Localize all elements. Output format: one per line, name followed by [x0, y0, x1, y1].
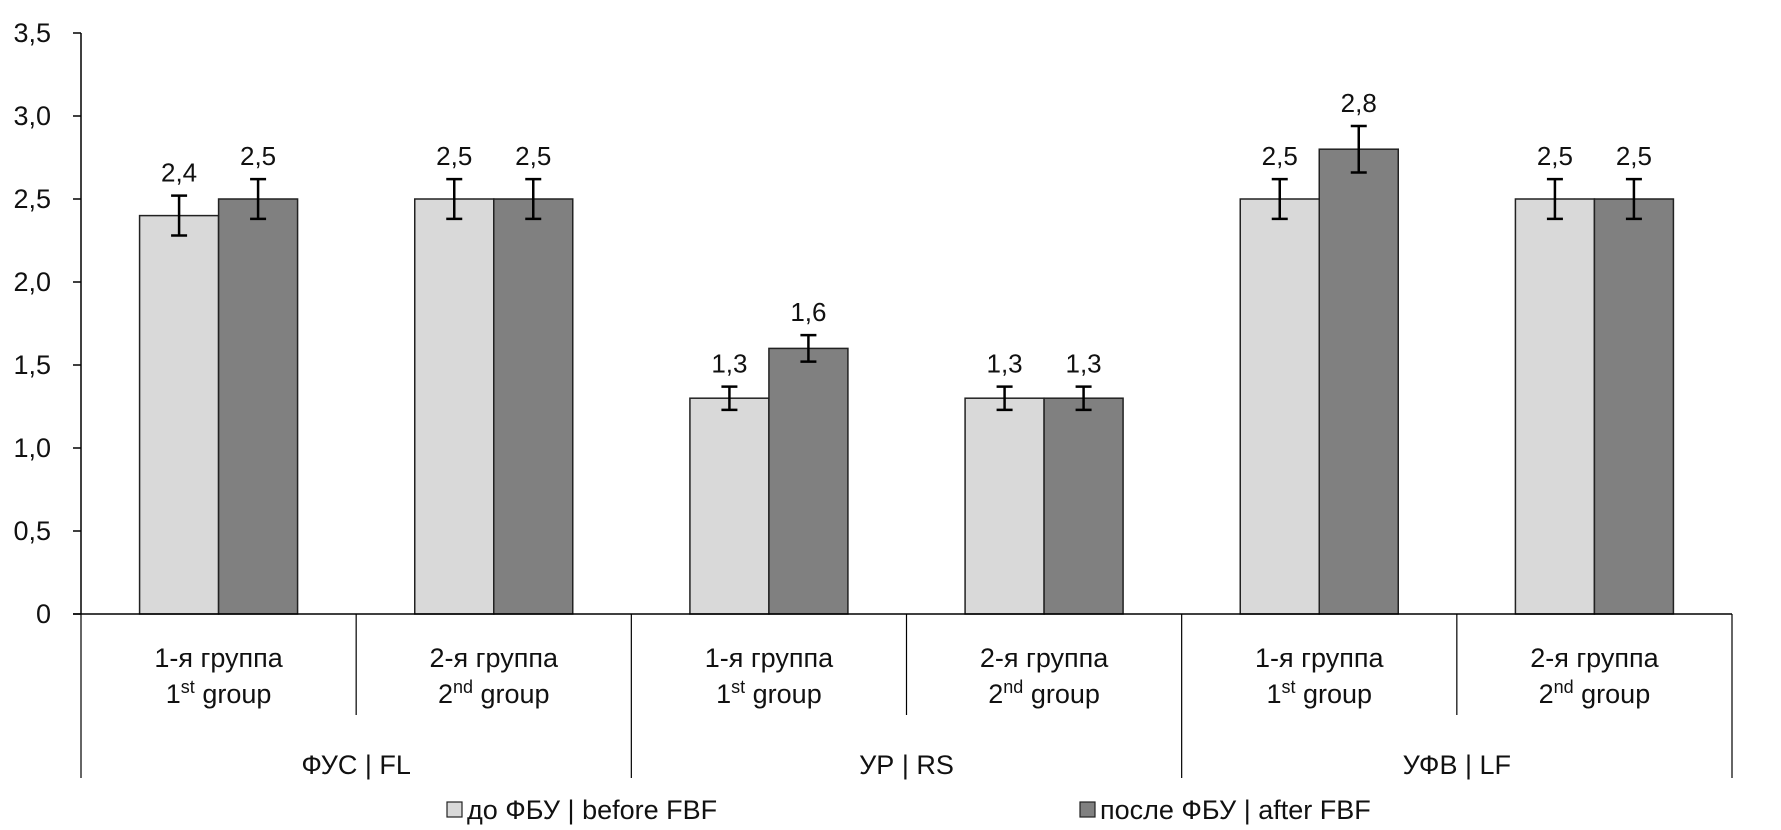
data-label: 2,5 — [1262, 141, 1298, 171]
group-label: УР | RS — [859, 750, 954, 780]
data-label: 1,3 — [1066, 349, 1102, 379]
bar — [1318, 148, 1399, 615]
x-axis: 1-я группа 1st group 2-я группа 2nd group 1-… — [73, 613, 1733, 780]
bar — [689, 397, 770, 615]
y-tick-label: 3,0 — [13, 101, 51, 131]
y-tick-label: 0,5 — [13, 516, 51, 546]
category-label: 2-я группа — [1530, 643, 1659, 673]
y-tick-label: 1,5 — [13, 350, 51, 380]
category-label: 2-я группа — [430, 643, 559, 673]
category-label: 1-я группа — [1255, 643, 1384, 673]
data-label: 2,4 — [161, 158, 197, 188]
bar — [414, 198, 495, 615]
bar — [1239, 198, 1320, 615]
legend-swatch — [1079, 801, 1096, 818]
bar — [768, 347, 849, 615]
category-label-en: 1st group — [1266, 677, 1372, 709]
category-label-en: 1st group — [716, 677, 822, 709]
y-tick-label: 0 — [36, 599, 51, 629]
bar — [964, 397, 1045, 615]
category-label: 1-я группа — [154, 643, 283, 673]
category-label-en: 1st group — [166, 677, 272, 709]
bar — [138, 214, 220, 615]
legend-label: до ФБУ | before FBF — [467, 795, 717, 825]
legend-label: после ФБУ | after FBF — [1100, 795, 1371, 825]
category-label: 1-я группа — [705, 643, 834, 673]
category-label-en: 2nd group — [1539, 677, 1651, 709]
data-label: 2,5 — [240, 141, 276, 171]
data-label: 2,5 — [436, 141, 472, 171]
y-tick-label: 1,0 — [13, 433, 51, 463]
data-label: 2,5 — [1537, 141, 1573, 171]
legend-swatch — [446, 801, 463, 818]
y-tick-label: 3,5 — [13, 18, 51, 48]
bars: 2,4 2,5 2,5 2,5 1,3 1,6 1,3 1,3 2,5 2,8 2,5 2,5 — [138, 88, 1675, 615]
group-label: УФВ | LF — [1403, 750, 1511, 780]
category-label: 2-я группа — [980, 643, 1109, 673]
data-label: 2,5 — [1616, 141, 1652, 171]
y-tick-label: 2,5 — [13, 184, 51, 214]
group-label: ФУС | FL — [301, 750, 411, 780]
bar — [1593, 198, 1675, 615]
data-label: 2,5 — [515, 141, 551, 171]
data-label: 2,8 — [1341, 88, 1377, 118]
category-label-en: 2nd group — [988, 677, 1100, 709]
bar — [217, 198, 299, 615]
bar — [1043, 397, 1124, 615]
category-label-en: 2nd group — [438, 677, 550, 709]
data-label: 1,3 — [987, 349, 1023, 379]
bar — [1514, 198, 1596, 615]
y-axis: 0 0,5 1,0 1,5 2,0 2,5 3,0 3,5 — [13, 18, 82, 629]
legend: до ФБУ | before FBF после ФБУ | after FBF — [446, 795, 1371, 825]
bar — [493, 198, 574, 615]
y-tick-label: 2,0 — [13, 267, 51, 297]
data-label: 1,6 — [790, 297, 826, 327]
data-label: 1,3 — [711, 349, 747, 379]
